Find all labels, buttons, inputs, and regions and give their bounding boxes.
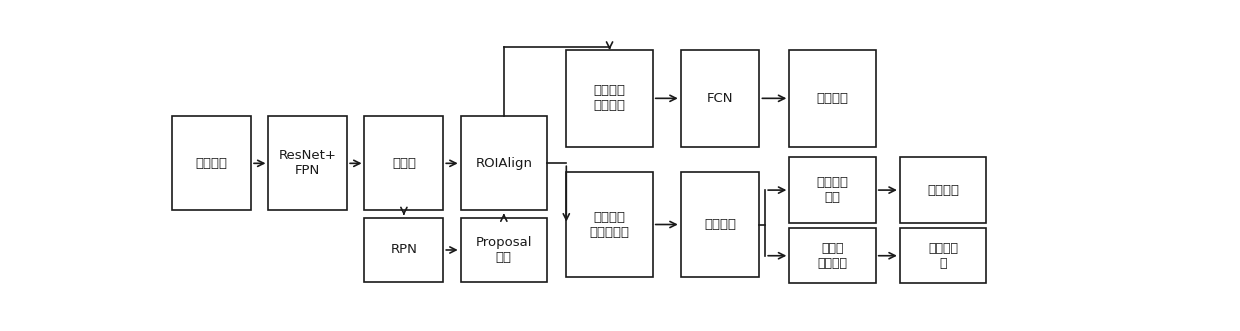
Text: 语义信息: 语义信息 <box>928 184 959 197</box>
Bar <box>789 157 875 223</box>
Text: ResNet+
FPN: ResNet+ FPN <box>279 149 337 177</box>
Text: Proposal
信息: Proposal 信息 <box>476 236 532 264</box>
Bar <box>460 116 547 211</box>
Text: 候选区域
（特征图）: 候选区域 （特征图） <box>589 211 630 239</box>
Bar <box>268 116 347 211</box>
Bar <box>567 50 652 147</box>
Bar <box>900 228 986 283</box>
Bar <box>789 50 875 147</box>
Text: 特征图: 特征图 <box>392 157 415 170</box>
Bar <box>365 218 444 282</box>
Bar <box>365 116 444 211</box>
Text: 图像分类
识别: 图像分类 识别 <box>816 176 848 204</box>
Bar <box>567 172 652 277</box>
Bar <box>900 157 986 223</box>
Text: 候选区域
（原图）: 候选区域 （原图） <box>594 84 625 112</box>
Bar <box>681 172 759 277</box>
Text: 掩模信息: 掩模信息 <box>816 92 848 105</box>
Bar <box>460 218 547 282</box>
Text: 边界框信
息: 边界框信 息 <box>928 242 959 270</box>
Text: 输入图像: 输入图像 <box>196 157 228 170</box>
Text: ROIAlign: ROIAlign <box>475 157 532 170</box>
Text: 全卷积层: 全卷积层 <box>704 218 737 231</box>
Text: RPN: RPN <box>391 244 418 257</box>
Bar <box>789 228 875 283</box>
Bar <box>172 116 250 211</box>
Text: FCN: FCN <box>707 92 733 105</box>
Text: 边界框
回归预测: 边界框 回归预测 <box>817 242 847 270</box>
Bar <box>681 50 759 147</box>
